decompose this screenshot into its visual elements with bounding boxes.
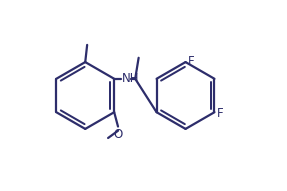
Text: O: O [113, 129, 123, 142]
Text: F: F [216, 107, 223, 120]
Text: F: F [187, 55, 194, 68]
Text: NH: NH [122, 72, 139, 85]
